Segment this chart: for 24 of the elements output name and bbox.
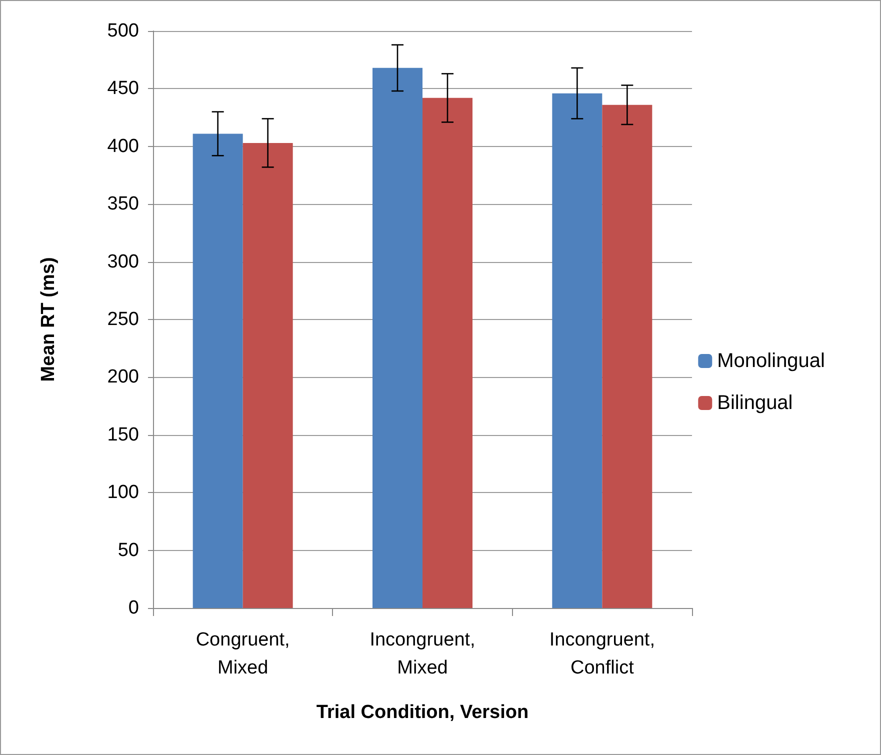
x-axis-title: Trial Condition, Version [316,702,529,723]
legend-label: Bilingual [717,392,793,414]
y-tick-label: 50 [118,540,139,561]
x-tick-label: Incongruent, Conflict [549,630,655,678]
bar [192,134,243,608]
y-tick-label: 150 [107,424,139,446]
y-tick-label: 400 [107,136,139,157]
y-axis-title: Mean RT (ms) [38,257,59,382]
x-tick-label: Incongruent, Mixed [370,630,476,678]
bar [242,142,293,608]
y-tick-label: 0 [128,598,139,618]
legend-label: Monolingual [717,350,826,372]
y-tick-label: 350 [107,194,139,215]
y-tick-label: 250 [107,309,139,330]
bar [602,104,652,608]
y-tick-label: 200 [107,366,139,388]
y-tick-label: 450 [107,78,139,100]
x-tick-label: Congruent, Mixed [196,630,290,678]
bar [552,93,602,608]
bar [372,68,422,608]
bar [422,98,472,608]
y-tick-label: 100 [107,482,139,504]
y-tick-label: 300 [107,251,139,272]
y-tick-label: 500 [107,20,139,42]
